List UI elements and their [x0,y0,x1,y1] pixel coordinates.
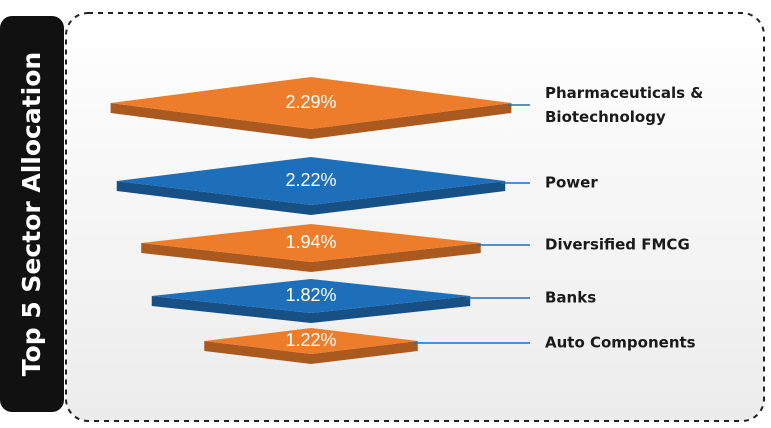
value-label: 1.94% [285,232,336,252]
category-label: Auto Components [545,334,696,352]
funnel-tile [141,224,481,262]
category-label: Power [545,174,598,192]
tile-side [151,296,471,323]
category-label: Banks [545,289,596,307]
funnel-tile [110,77,512,129]
funnel-tile [116,157,506,205]
value-label: 1.82% [285,285,336,305]
tile-side [116,181,506,215]
chart-title: Top 5 Sector Allocation [17,52,46,376]
tile-side [204,341,418,364]
value-label: 2.29% [285,92,336,112]
funnel-tile [204,328,418,354]
category-label: Diversified FMCG [545,236,690,254]
value-label: 2.22% [285,170,336,190]
funnel-tile [151,279,471,313]
value-label: 1.22% [285,330,336,350]
category-label: Pharmaceuticals & Biotechnology [545,84,703,126]
tile-side [110,103,512,139]
tile-side [141,243,481,272]
title-tab [0,16,64,412]
panel [65,12,765,422]
